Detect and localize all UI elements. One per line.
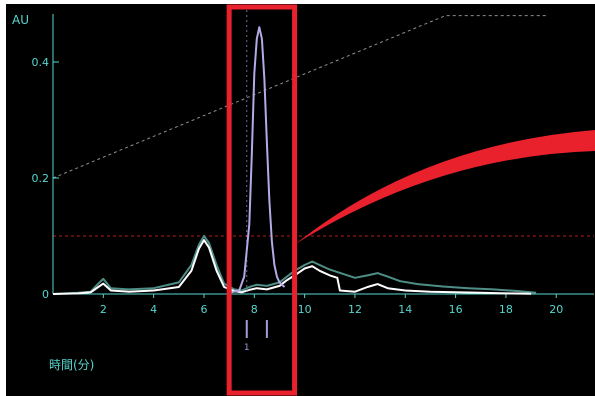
x-tick-label: 14 [398,303,412,316]
fraction-mark-label: 1 [244,343,250,353]
x-tick-label: 6 [200,303,207,316]
x-tick-label: 18 [499,303,513,316]
series-line [228,26,286,294]
axes: 0 0.2 0.4 2 4 6 8 10 12 14 16 18 20 [32,14,594,316]
annotations [226,4,595,396]
x-tick-label: 8 [251,303,258,316]
y-tick-label: 0.4 [32,56,50,69]
reference-lines [52,15,594,237]
series-group [52,26,537,295]
y-tick-label: 0 [42,288,49,301]
x-tick-label: 12 [348,303,362,316]
chromatogram-frame: 0 0.2 0.4 2 4 6 8 10 12 14 16 18 20 1 AU 時間(分) [6,4,595,396]
x-tick-label: 16 [449,303,463,316]
series-line [52,235,537,295]
y-axis-label: AU [12,13,29,27]
x-tick-label: 4 [150,303,157,316]
x-tick-label: 2 [100,303,107,316]
x-tick-label: 10 [298,303,312,316]
x-axis-label: 時間(分) [49,358,94,372]
callout-arrow [295,130,595,244]
highlight-box [226,4,298,396]
y-tick-label: 0.2 [32,172,50,185]
chromatogram-chart: 0 0.2 0.4 2 4 6 8 10 12 14 16 18 20 1 AU 時間(分) [12,4,595,396]
x-tick-label: 20 [549,303,563,316]
fraction-marks: 1 [244,10,268,353]
series-line [52,239,532,295]
